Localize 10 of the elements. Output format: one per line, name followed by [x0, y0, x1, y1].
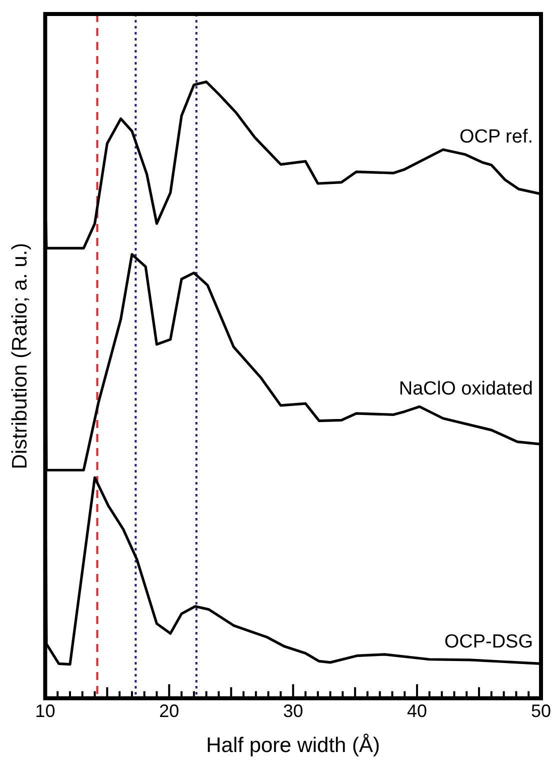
- series-label: OCP ref.: [459, 126, 533, 148]
- x-tick-label: 50: [530, 700, 552, 721]
- x-tick-label: 40: [407, 700, 428, 721]
- x-tick-label: 20: [159, 700, 180, 721]
- x-tick-label: 30: [283, 700, 304, 721]
- series-label: NaClO oxidated: [398, 378, 533, 400]
- x-axis-title: Half pore width (Å): [206, 733, 380, 758]
- series-label: OCP-DSG: [444, 632, 533, 653]
- y-axis-title: Distribution (Ratio; a. u.): [8, 242, 32, 470]
- x-tick-label: 10: [35, 700, 56, 721]
